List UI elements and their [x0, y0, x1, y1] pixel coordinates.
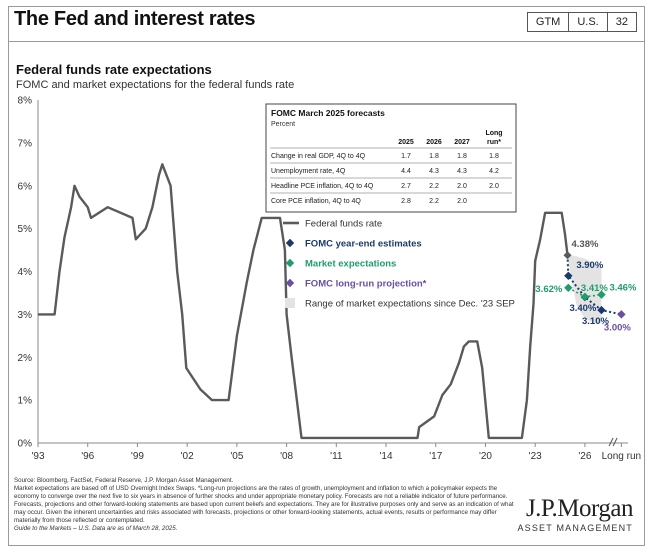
y-tick-label: 7% — [18, 138, 33, 149]
x-tick-label: '17 — [429, 451, 442, 462]
y-tick-label: 5% — [18, 224, 33, 235]
footnote-guide: Guide to the Markets – U.S. Data are as … — [14, 525, 178, 532]
page-title: The Fed and interest rates — [14, 8, 256, 30]
table-column-header: run* — [487, 139, 501, 146]
table-cell: 1.8 — [457, 153, 467, 160]
series-line-fomc-dotted — [566, 255, 622, 316]
table-cell: 1.8 — [489, 153, 499, 160]
table-subtitle: Percent — [271, 121, 295, 128]
y-tick-label: 6% — [18, 181, 33, 192]
table-row-label: Headline PCE inflation, 4Q to 4Q — [271, 183, 374, 190]
y-tick-label: 2% — [18, 353, 33, 364]
slide-frame — [8, 6, 645, 546]
table-cell: 1.7 — [401, 153, 411, 160]
table-cell: 2.2 — [429, 198, 439, 205]
table-row-label: Change in real GDP, 4Q to 4Q — [271, 153, 366, 160]
x-tick-label: '96 — [81, 451, 94, 462]
table-cell: 4.2 — [489, 168, 499, 175]
x-tick-label: '14 — [380, 451, 393, 462]
data-label: 3.62% — [535, 284, 562, 295]
y-tick-label: 0% — [18, 439, 33, 450]
table-cell: 4.3 — [429, 168, 439, 175]
x-tick-label: '23 — [529, 451, 542, 462]
table-cell: 2.0 — [457, 183, 467, 190]
footnote-note: Market expectations are based off of USD… — [14, 485, 514, 524]
legend-item-label: Market expectations — [305, 259, 396, 270]
badge-gtm: GTM — [528, 13, 570, 31]
logo-subtitle: ASSET MANAGEMENT — [517, 523, 633, 533]
point-market-expectation — [580, 292, 590, 301]
x-tick-label: '05 — [230, 451, 243, 462]
x-tick-label: '20 — [479, 451, 492, 462]
legend-swatch-diamond — [285, 238, 295, 248]
footnote-source: Source: Bloomberg, FactSet, Federal Rese… — [14, 477, 234, 484]
x-tick-label: '93 — [31, 451, 44, 462]
data-label: 3.40% — [569, 303, 596, 314]
x-tick-label: '08 — [280, 451, 293, 462]
y-tick-label: 1% — [18, 396, 33, 407]
jpmorgan-logo: J.P.Morgan ASSET MANAGEMENT — [517, 495, 634, 533]
data-label: 3.41% — [581, 283, 608, 294]
point-fomc-long-run — [617, 310, 626, 319]
table-cell: 2.8 — [401, 198, 411, 205]
point-market-expectation — [564, 283, 573, 292]
axis-break-mark — [612, 437, 618, 447]
badge-region: U.S. — [569, 13, 608, 31]
data-label: 3.90% — [576, 260, 603, 271]
legend-item-label: FOMC year-end estimates — [305, 239, 422, 250]
x-tick-label: '99 — [131, 451, 144, 462]
table-row-label: Unemployment rate, 4Q — [271, 168, 346, 175]
data-label: 3.10% — [582, 316, 609, 327]
legend-item-label: Federal funds rate — [305, 219, 382, 230]
x-tick-label: '02 — [181, 451, 194, 462]
table-column-header: 2026 — [426, 139, 442, 146]
legend-swatch-diamond — [285, 258, 295, 268]
table-cell: 4.4 — [401, 168, 411, 175]
table-cell: 2.0 — [457, 198, 467, 205]
legend-item-label: Range of market expectations since Dec. … — [305, 299, 515, 310]
badge-page-number: 32 — [615, 16, 628, 28]
title-divider — [8, 41, 645, 42]
table-column-header: Long — [485, 130, 502, 137]
legend-swatch-diamond — [285, 278, 295, 288]
table-cell: 4.3 — [457, 168, 467, 175]
data-label: 3.46% — [609, 283, 636, 294]
y-tick-label: 3% — [18, 310, 33, 321]
table-cell: 2.2 — [429, 183, 439, 190]
point-fomc-estimate — [564, 271, 573, 280]
table-cell: 2.0 — [489, 183, 499, 190]
y-tick-label: 8% — [18, 96, 33, 107]
logo-wordmark: J.P.Morgan — [525, 495, 634, 522]
point-market-expectation — [597, 290, 606, 299]
table-column-header: 2027 — [454, 139, 470, 146]
table-cell: 1.8 — [429, 153, 439, 160]
x-tick-label: '26 — [578, 451, 591, 462]
series-line-fed-funds — [38, 163, 569, 440]
legend-swatch-box — [285, 298, 295, 308]
data-label: 4.38% — [572, 239, 599, 250]
forecast-table — [265, 103, 517, 213]
chart-subtitle: FOMC and market expectations for the fed… — [16, 79, 295, 91]
table-column-header: 2025 — [398, 139, 414, 146]
x-tick-label: Long run — [602, 451, 641, 462]
point-fed-funds-current — [563, 251, 572, 260]
point-fomc-estimate — [597, 305, 606, 315]
legend-item-label: FOMC long-run projection* — [305, 279, 427, 290]
table-row-label: Core PCE inflation, 4Q to 4Q — [271, 198, 361, 205]
table-title: FOMC March 2025 forecasts — [271, 108, 385, 118]
x-tick-label: '11 — [330, 451, 343, 462]
data-label: 3.00% — [604, 322, 631, 333]
chart-title: Federal funds rate expectations — [16, 62, 212, 77]
axis-break-mark — [608, 437, 614, 447]
table-cell: 2.7 — [401, 183, 411, 190]
header-badges: GTM U.S. 32 — [526, 12, 637, 32]
range-band — [567, 254, 602, 323]
footnotes: Source: Bloomberg, FactSet, Federal Rese… — [14, 477, 514, 533]
y-tick-label: 4% — [18, 267, 33, 278]
